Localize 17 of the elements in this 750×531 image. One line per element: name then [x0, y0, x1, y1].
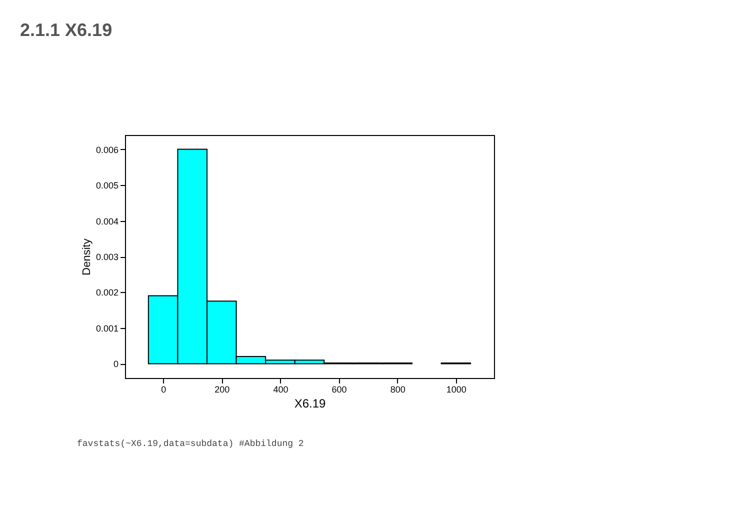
x-tick-label: 600	[332, 384, 347, 394]
y-axis-title: Density	[80, 238, 93, 276]
y-tick-label: 0.005	[96, 180, 118, 191]
x-axis-title: X6.19	[294, 396, 326, 410]
x-tick-label: 1000	[446, 384, 466, 394]
x-tick-label: 400	[273, 384, 288, 394]
x-tick-label: 800	[390, 384, 406, 394]
y-tick-label: 0.006	[96, 144, 118, 155]
chart-title: 2.1.1 X6.19	[20, 20, 112, 40]
y-tick-label: 0	[113, 359, 118, 370]
x-tick-label: 200	[214, 384, 230, 394]
x-tick-label: 0	[161, 384, 166, 394]
y-tick-label: 0.001	[96, 323, 118, 334]
y-tick-label: 0.002	[96, 288, 118, 298]
text: favstats(~X6.19,data=subdata) #Abbildung 2	[77, 439, 304, 449]
y-tick-label: 0.004	[96, 216, 118, 226]
y-tick-label: 0.003	[96, 252, 118, 262]
